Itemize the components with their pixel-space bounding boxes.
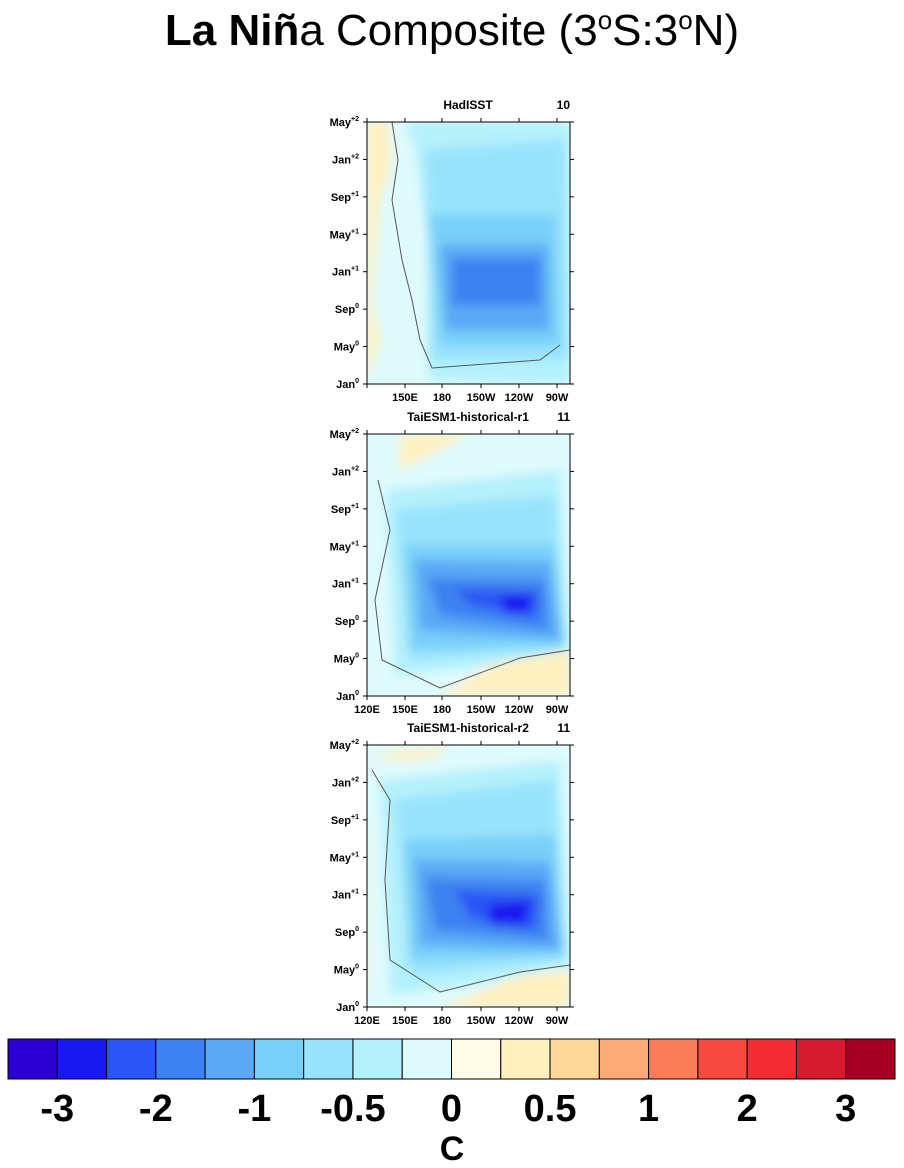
x-tick-label: 120E — [354, 1015, 380, 1027]
colorbar-unit: C — [440, 1130, 465, 1168]
colorbar-label: 2 — [737, 1088, 758, 1130]
x-tick-label: 150W — [467, 704, 496, 716]
panel-1: May+2 Jan+2 Sep+1 May+1 Jan+1 Sep0 May0 Jan0 150… — [330, 98, 574, 404]
sst-field — [367, 745, 570, 1007]
sst-field — [367, 122, 570, 384]
y-tick-label: Sep0 — [335, 926, 359, 939]
colorbar-label: -2 — [139, 1088, 173, 1130]
panel-3: May+2Jan+2Sep+1May+1Jan+1Sep0May0Jan0120… — [330, 721, 574, 1027]
warm-anomaly — [440, 965, 570, 1007]
x-tick-label: 120W — [505, 392, 534, 404]
y-tick-label: May+2 — [330, 116, 359, 129]
colorbar-label: 1 — [638, 1088, 659, 1130]
colorbar-swatch — [401, 1038, 453, 1080]
colorbar-swatch — [7, 1038, 58, 1080]
y-tick-label: Jan+2 — [332, 776, 359, 789]
y-tick-label: May+2 — [330, 428, 359, 441]
panel-title: TaiESM1-historical-r1 — [407, 410, 529, 424]
y-tick-label: May+2 — [330, 739, 359, 752]
x-tick-label: 150W — [467, 1015, 496, 1027]
colorbar-label: 3 — [835, 1088, 856, 1130]
x-tick-label: 90W — [546, 1015, 569, 1027]
x-tick-label: 180 — [433, 1015, 451, 1027]
y-tick-label: May0 — [334, 341, 359, 354]
panel-title: TaiESM1-historical-r2 — [407, 721, 529, 735]
colorbar-swatch — [155, 1038, 206, 1080]
colorbar-label: -1 — [237, 1088, 271, 1130]
colorbar-swatch — [845, 1038, 896, 1080]
y-tick-label: Sep0 — [335, 303, 359, 316]
warm-anomaly — [400, 434, 470, 470]
cold-anomaly-level — [452, 258, 540, 305]
x-tick-label: 120W — [505, 704, 534, 716]
colorbar-swatch — [204, 1038, 255, 1080]
panel-frame — [366, 744, 571, 1008]
event-count: 11 — [557, 410, 570, 424]
y-tick-label: Jan+2 — [332, 465, 359, 478]
y-tick-label: Jan+1 — [332, 578, 359, 591]
y-tick-label: Jan0 — [336, 378, 359, 391]
event-count: 10 — [557, 98, 571, 112]
x-tick-label: 90W — [546, 704, 569, 716]
colorbar-swatch — [303, 1038, 354, 1080]
colorbar-swatch — [795, 1038, 847, 1080]
y-tick-label: May+1 — [330, 851, 359, 864]
colorbar-swatch — [549, 1038, 600, 1080]
colorbar-swatch — [253, 1038, 305, 1080]
colorbar-label: -0.5 — [320, 1088, 385, 1130]
x-tick-label: 120W — [505, 1015, 534, 1027]
colorbar-label: 0.5 — [524, 1088, 577, 1130]
y-tick-label: May0 — [334, 964, 359, 977]
y-tick-label: Sep+1 — [331, 503, 359, 516]
x-tick-label: 150E — [392, 704, 418, 716]
colorbar-swatch — [106, 1038, 157, 1080]
y-tick-label: Jan+2 — [332, 153, 359, 166]
colorbar-swatch — [56, 1038, 108, 1080]
y-tick-label: Sep+1 — [331, 191, 359, 204]
x-tick-label: 90W — [546, 392, 569, 404]
y-tick-label: Jan+1 — [332, 266, 359, 279]
colorbar-swatch — [648, 1038, 699, 1080]
x-tick-label: 150E — [392, 1015, 418, 1027]
y-tick-label: Jan0 — [336, 1001, 359, 1014]
panel-2: May+2Jan+2Sep+1May+1Jan+1Sep0May0Jan0120… — [330, 410, 574, 716]
y-tick-label: May+1 — [330, 228, 359, 241]
colorbar-label: -3 — [40, 1088, 74, 1130]
cold-anomaly-level — [488, 900, 530, 925]
colorbar-swatch — [697, 1038, 748, 1080]
y-tick-label: May0 — [334, 653, 359, 666]
warm-anomaly — [440, 650, 570, 696]
zero-contour — [374, 479, 570, 689]
y-tick-label: Jan+1 — [332, 889, 359, 902]
x-tick-label: 120E — [354, 704, 380, 716]
y-tick-label: Sep0 — [335, 615, 359, 628]
panel-title: HadISST — [443, 98, 493, 112]
y-tick-label: May+1 — [330, 540, 359, 553]
page-title: La Niña Composite (3oS:3oN) — [164, 5, 740, 55]
colorbar-swatch — [451, 1038, 502, 1080]
colorbar-swatch — [746, 1038, 797, 1080]
sst-field — [367, 434, 570, 696]
panel-frame — [366, 433, 571, 697]
panel-frame — [366, 121, 571, 385]
x-tick-label: 180 — [433, 704, 451, 716]
x-tick-label: 180 — [433, 392, 451, 404]
colorbar-swatch — [598, 1038, 650, 1080]
x-tick-label: 150E — [392, 392, 418, 404]
y-tick-label: Sep+1 — [331, 814, 359, 827]
cold-anomaly-level — [500, 594, 532, 614]
colorbar-swatch — [352, 1038, 403, 1080]
x-tick-label: 150W — [467, 392, 496, 404]
warm-anomaly — [367, 122, 392, 384]
event-count: 11 — [557, 721, 570, 735]
colorbar-swatch — [500, 1038, 551, 1080]
zero-contour — [391, 122, 561, 369]
colorbar: -3 -2 -1 -0.5 0 0.5 1 2 3 C — [7, 1038, 896, 1168]
y-tick-label: Jan0 — [336, 690, 359, 703]
zero-contour — [371, 769, 570, 993]
colorbar-label: 0 — [441, 1088, 462, 1130]
